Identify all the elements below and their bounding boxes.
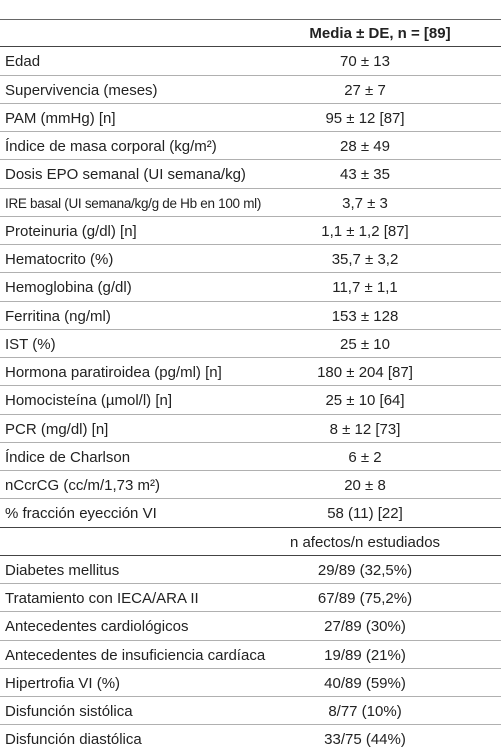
row-label: % fracción eyección VI <box>5 505 157 523</box>
table-row: % fracción eyección VI 58 (11) [22] <box>0 499 501 528</box>
row-label: Dosis EPO semanal (UI semana/kg) <box>5 166 246 184</box>
row-value: 33/75 (44%) <box>324 731 406 749</box>
row-label: Hemoglobina (g/dl) <box>5 279 132 297</box>
table-row: Ferritina (ng/ml) 153 ± 128 <box>0 302 501 330</box>
table-row: nCcrCG (cc/m/1,73 m²) 20 ± 8 <box>0 471 501 500</box>
row-label: Hematocrito (%) <box>5 251 114 268</box>
row-label: Diabetes mellitus <box>5 561 120 579</box>
table-row: n afectos/n estudiados <box>0 528 501 556</box>
table-row: Media ± DE, n = [89] <box>0 19 501 48</box>
table-row: Diabetes mellitus 29/89 (32,5%) <box>0 556 501 584</box>
row-label: Disfunción diastólica <box>5 731 142 749</box>
row-value: 95 ± 12 [87] <box>325 109 405 127</box>
row-value: 153 ± 128 <box>331 307 399 325</box>
table-row: Supervivencia (meses) 27 ± 7 <box>0 76 501 104</box>
table-row: Antecedentes cardiológicos 27/89 (30%) <box>0 612 501 641</box>
row-value: 19/89 (21%) <box>324 646 406 664</box>
row-label: Supervivencia (meses) <box>5 81 158 99</box>
table-row: PAM (mmHg) [n] 95 ± 12 [87] <box>0 104 501 132</box>
row-value: 27 ± 7 <box>344 81 386 99</box>
row-value: 40/89 (59%) <box>324 674 406 692</box>
row-label: Hipertrofia VI (%) <box>5 674 121 692</box>
row-value: 29/89 (32,5%) <box>317 561 413 579</box>
row-label: Antecedentes de insuficiencia cardíaca <box>5 646 266 664</box>
table-row: Antecedentes de insuficiencia cardíaca 19… <box>0 641 501 669</box>
row-value: 43 ± 35 <box>340 166 390 184</box>
row-label: Índice de masa corporal (kg/m²) <box>5 138 217 155</box>
table-row: Disfunción diastólica 33/75 (44%) <box>0 725 501 753</box>
row-label: IST (%) <box>5 335 56 353</box>
table-row: Homocisteína (µmol/l) [n] 25 ± 10 [64] <box>0 386 501 415</box>
row-value: 27/89 (30%) <box>324 618 406 636</box>
table-row: Índice de masa corporal (kg/m²) 28 ± 49 <box>0 132 501 161</box>
table-row: Tratamiento con IECA/ARA II 67/89 (75,2%) <box>0 584 501 613</box>
row-value: 1,1 ± 1,2 [87] <box>321 222 409 240</box>
table-row: Edad 70 ± 13 <box>0 47 501 76</box>
row-value: 20 ± 8 <box>344 477 386 494</box>
row-value: 67/89 (75,2%) <box>317 590 413 607</box>
row-value: 58 (11) [22] <box>327 505 403 523</box>
table-row: Hormona paratiroidea (pg/ml) [n] 180 ± 20… <box>0 358 501 387</box>
row-label: Disfunción sistólica <box>5 703 133 720</box>
row-value: 3,7 ± 3 <box>342 194 388 212</box>
table-row: Disfunción sistólica 8/77 (10%) <box>0 697 501 726</box>
row-value: 8 ± 12 [73] <box>329 420 401 438</box>
row-value: 25 ± 10 [64] <box>325 392 405 410</box>
table-row: IST (%) 25 ± 10 <box>0 330 501 358</box>
table-row: Dosis EPO semanal (UI semana/kg) 43 ± 35 <box>0 160 501 189</box>
table-row: Hematocrito (%) 35,7 ± 3,2 <box>0 245 501 274</box>
row-label: PCR (mg/dl) [n] <box>5 420 109 438</box>
row-label: PAM (mmHg) [n] <box>5 109 116 127</box>
row-label: Edad <box>5 53 41 71</box>
table-row: IRE basal (UI semana/kg/g de Hb en 100 m… <box>0 189 501 217</box>
row-label: Ferritina (ng/ml) <box>5 307 111 325</box>
row-value: Media ± DE, n = [89] <box>309 25 451 42</box>
row-label: Homocisteína (µmol/l) [n] <box>5 392 173 410</box>
row-value: 180 ± 204 [87] <box>317 364 413 381</box>
table-row: PCR (mg/dl) [n] 8 ± 12 [73] <box>0 415 501 443</box>
table-row: Índice de Charlson 6 ± 2 <box>0 443 501 471</box>
row-value: 6 ± 2 <box>348 448 382 466</box>
row-label: Índice de Charlson <box>5 448 131 466</box>
row-label: Hormona paratiroidea (pg/ml) [n] <box>5 364 222 381</box>
row-value: 11,7 ± 1,1 <box>332 279 398 297</box>
top-rule <box>0 19 501 20</box>
table-row: Proteinuria (g/dl) [n] 1,1 ± 1,2 [87] <box>0 217 501 245</box>
row-value: 28 ± 49 <box>340 138 390 155</box>
row-value: 25 ± 10 <box>340 335 390 353</box>
table-row: Hemoglobina (g/dl) 11,7 ± 1,1 <box>0 273 501 302</box>
row-value: 8/77 (10%) <box>328 703 402 720</box>
table-row: Hipertrofia VI (%) 40/89 (59%) <box>0 669 501 697</box>
row-value: n afectos/n estudiados <box>289 533 441 551</box>
row-value: 35,7 ± 3,2 <box>331 251 399 268</box>
row-label: Tratamiento con IECA/ARA II <box>5 590 199 607</box>
row-label: Proteinuria (g/dl) [n] <box>5 222 137 240</box>
row-label: Antecedentes cardiológicos <box>5 618 189 636</box>
row-value: 70 ± 13 <box>340 53 390 71</box>
row-label: IRE basal (UI semana/kg/g de Hb en 100 m… <box>5 195 262 211</box>
row-label: nCcrCG (cc/m/1,73 m²) <box>5 477 161 494</box>
